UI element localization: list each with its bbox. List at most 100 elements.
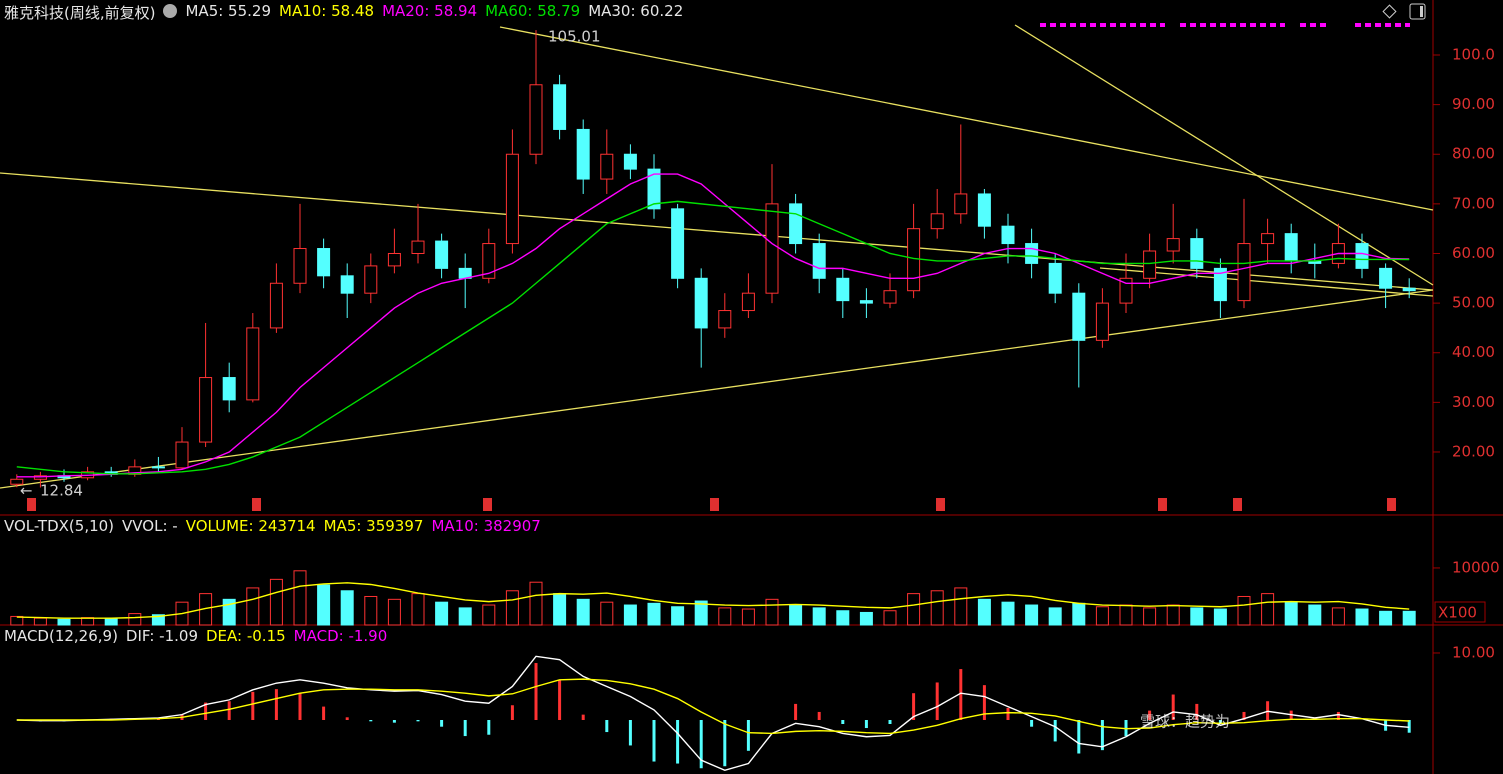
volume-bar [1308, 604, 1322, 626]
volume-header: VOL-TDX(5,10) VVOL: - VOLUME: 243714 MA5: … [4, 517, 541, 535]
volume-bar [151, 614, 165, 626]
legend-item: DIF: -1.09 [125, 627, 198, 645]
y-tick-label: 50.00 [1452, 294, 1495, 312]
candle-body [718, 310, 732, 329]
line-series [16, 655, 1410, 771]
volume-bar [505, 590, 519, 626]
event-marker [936, 498, 945, 511]
event-marker [1387, 498, 1396, 511]
candle-body [1402, 287, 1416, 292]
y-tick-label: 100.0 [1452, 45, 1495, 63]
volume-bar [1261, 593, 1275, 626]
legend: DIF: -1.09 DEA: -0.15 MACD: -1.90 [126, 627, 387, 645]
volume-bar [1048, 607, 1062, 626]
candle-body [1143, 250, 1157, 279]
line-series [16, 678, 1410, 735]
candle-body [1119, 277, 1133, 304]
candle-body [694, 277, 708, 329]
volume-bar [1166, 604, 1180, 626]
candle-body [1379, 267, 1393, 289]
volume-bar [104, 618, 118, 626]
candle-body [364, 265, 378, 294]
volume-bar [883, 610, 897, 626]
candle-body [1095, 302, 1109, 341]
candle-body [482, 243, 496, 279]
volume-bar [859, 611, 873, 626]
legend: VVOL: - VOLUME: 243714 MA5: 359397 MA10: 38… [122, 517, 541, 535]
legend-item: MA20: 58.94 [382, 2, 478, 20]
volume-bar [411, 593, 425, 626]
volume-bar [977, 598, 991, 626]
y-tick-label: 90.00 [1452, 95, 1495, 113]
line-series [16, 200, 1410, 475]
candle-body [1001, 225, 1015, 245]
candle-body [199, 377, 213, 443]
volume-bar [1379, 610, 1393, 626]
volume-bar [458, 607, 472, 626]
candle-body [293, 248, 307, 284]
volume-bar [293, 570, 307, 626]
volume-bar [10, 615, 24, 626]
trend-line [1014, 24, 1434, 286]
volume-bar [694, 600, 708, 626]
line-series [16, 582, 1410, 619]
candle-body [411, 240, 425, 254]
volume-bar [623, 604, 637, 626]
y-tick-label: 20.00 [1452, 442, 1495, 460]
volume-bar [435, 601, 449, 626]
y-tick-label: 60.00 [1452, 244, 1495, 262]
trend-line [0, 172, 1434, 291]
candle-body [222, 377, 236, 401]
macd-header: MACD(12,26,9) DIF: -1.09 DEA: -0.15 MACD: … [4, 627, 387, 645]
y-tick-label: 10000 [1452, 558, 1500, 576]
event-marker [1158, 498, 1167, 511]
trend-lines [0, 24, 1434, 489]
volume-bar [33, 617, 47, 626]
volume-bar [954, 587, 968, 626]
candle-body [623, 153, 637, 170]
y-tick-label: 80.00 [1452, 145, 1495, 163]
volume-bar [269, 578, 283, 626]
candle-body [600, 153, 614, 180]
icon-diamond[interactable] [1382, 4, 1397, 19]
candle-body [765, 203, 779, 294]
unit-label: X100 [1438, 604, 1477, 622]
legend-item: MA5: 55.29 [185, 2, 271, 20]
candle-body [1213, 267, 1227, 302]
event-markers [27, 498, 1396, 511]
candle-body [1025, 243, 1039, 264]
event-marker [27, 498, 36, 511]
volume-bar [1355, 608, 1369, 626]
candle-body [269, 282, 283, 329]
volume-bar [1001, 601, 1015, 626]
candle-body [1190, 238, 1204, 269]
volume-bar [671, 606, 685, 626]
event-marker [483, 498, 492, 511]
candle-body [246, 327, 260, 401]
volume-bar [128, 613, 142, 626]
candle-body [1355, 243, 1369, 269]
candle-body [1261, 233, 1275, 245]
volume-bar [741, 608, 755, 626]
candle-body [340, 275, 354, 294]
volume-title: VOL-TDX(5,10) [4, 517, 115, 535]
legend-item: VVOL: - [122, 517, 178, 535]
volume-bar [1331, 607, 1345, 626]
candle-body [812, 243, 826, 279]
candle-body [1048, 262, 1062, 294]
legend-item: VOLUME: 243714 [185, 517, 316, 535]
dropdown-icon[interactable] [163, 4, 178, 18]
min-arrow: ← [20, 482, 33, 500]
volume-bar [1025, 604, 1039, 626]
volume-bar [364, 595, 378, 626]
trend-line [499, 26, 1434, 211]
icon-window[interactable] [1409, 3, 1426, 20]
candle-body [576, 128, 590, 180]
volume-bar [907, 593, 921, 626]
volume-bar [1095, 606, 1109, 626]
candle-body [859, 300, 873, 304]
volume-bar [930, 590, 944, 626]
volume-bar [1213, 608, 1227, 626]
